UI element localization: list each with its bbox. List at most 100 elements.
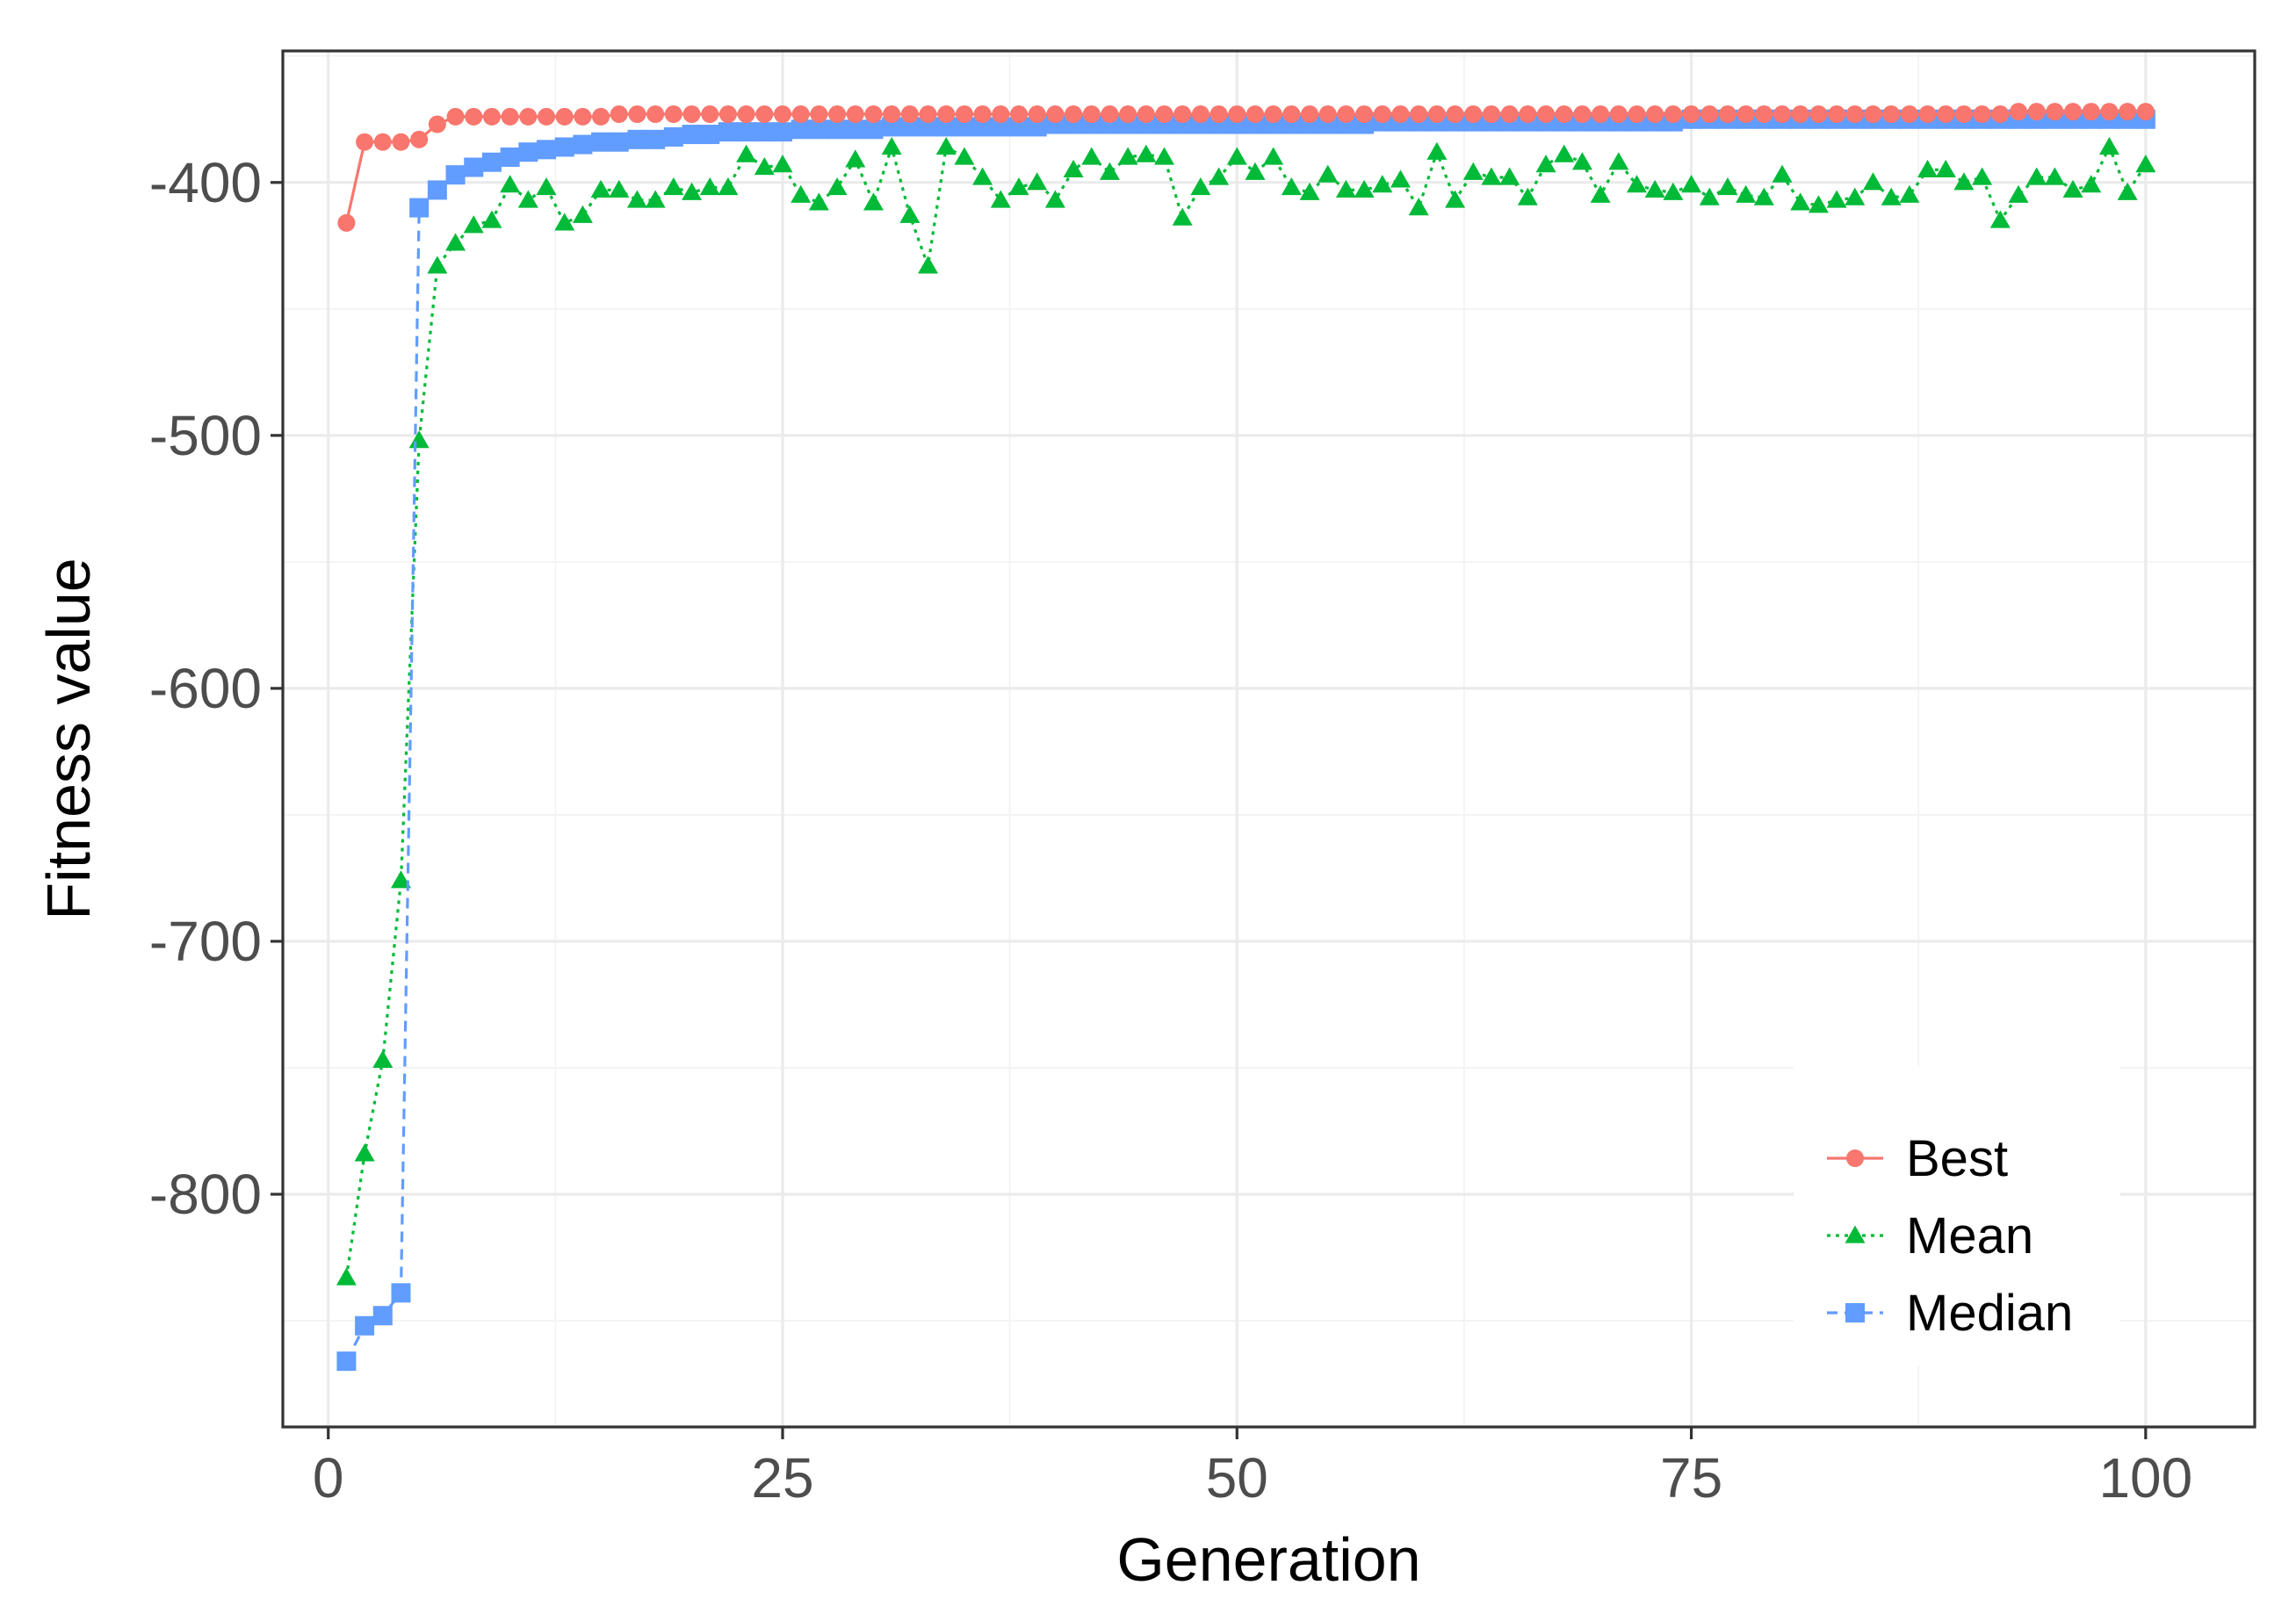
data-point-best bbox=[2064, 103, 2083, 121]
series-line-best bbox=[344, 110, 2146, 224]
data-point-mean bbox=[2026, 167, 2047, 185]
data-point-mean bbox=[1753, 187, 1774, 205]
data-point-mean bbox=[372, 1049, 393, 1068]
data-point-best bbox=[755, 105, 774, 124]
data-point-mean bbox=[990, 190, 1011, 208]
data-point-best bbox=[1937, 105, 1955, 124]
data-point-median bbox=[899, 117, 920, 137]
data-point-best bbox=[919, 105, 937, 124]
data-point-median bbox=[918, 117, 938, 137]
data-point-median bbox=[936, 117, 957, 137]
data-point-mean bbox=[918, 256, 939, 274]
data-point-median bbox=[954, 117, 974, 137]
data-point-mean bbox=[1445, 190, 1466, 208]
data-point-mean bbox=[718, 177, 739, 196]
data-point-mean bbox=[1390, 169, 1412, 188]
data-point-best bbox=[1991, 105, 2010, 124]
data-point-mean bbox=[1008, 177, 1029, 196]
data-point-median bbox=[791, 119, 811, 140]
data-point-mean bbox=[1663, 182, 1684, 200]
data-point-best bbox=[538, 107, 556, 126]
x-tick-label: 25 bbox=[751, 1446, 813, 1510]
data-point-mean bbox=[935, 136, 957, 155]
data-point-best bbox=[900, 105, 919, 124]
data-point-mean bbox=[1644, 179, 1665, 198]
data-point-best bbox=[1809, 105, 1828, 124]
data-point-mean bbox=[754, 157, 775, 176]
data-point-best bbox=[519, 107, 538, 126]
y-tick-label: -500 bbox=[149, 404, 262, 467]
data-point-median bbox=[464, 157, 484, 177]
data-point-mean bbox=[1044, 190, 1065, 208]
data-point-best bbox=[1427, 105, 1446, 124]
data-point-best bbox=[1410, 105, 1428, 124]
data-point-median bbox=[1008, 117, 1029, 137]
data-point-best bbox=[718, 105, 737, 124]
data-point-best bbox=[701, 105, 719, 124]
data-point-median bbox=[500, 147, 520, 167]
data-point-best bbox=[1282, 105, 1301, 124]
x-axis-tick-labels: 0 25 50 75 100 bbox=[313, 1446, 2192, 1510]
legend-label-mean: Mean bbox=[1906, 1207, 2033, 1265]
data-point-best bbox=[737, 105, 755, 124]
data-point-mean bbox=[2062, 179, 2083, 198]
data-point-best bbox=[592, 107, 610, 126]
data-point-mean bbox=[517, 190, 538, 208]
data-point-mean bbox=[1626, 175, 1647, 193]
data-point-best bbox=[1337, 105, 1355, 124]
series-layer bbox=[336, 103, 2156, 1372]
major-gridlines bbox=[283, 51, 2255, 1427]
data-point-median bbox=[372, 1306, 393, 1326]
data-point-mean bbox=[1499, 167, 1520, 185]
data-point-mean bbox=[590, 179, 611, 198]
data-point-mean bbox=[1099, 162, 1120, 180]
legend-key-marker-best bbox=[1846, 1149, 1864, 1167]
data-point-mean bbox=[736, 144, 757, 162]
data-point-best bbox=[446, 107, 465, 126]
data-point-mean bbox=[1245, 162, 1266, 180]
data-point-best bbox=[1864, 105, 1882, 124]
data-point-median bbox=[427, 180, 447, 200]
legend-label-median: Median bbox=[1906, 1285, 2073, 1342]
data-point-mean bbox=[682, 182, 703, 200]
axis-ticks bbox=[271, 181, 2148, 1439]
data-point-mean bbox=[1535, 155, 1556, 173]
data-point-mean bbox=[463, 215, 484, 234]
data-point-mean bbox=[2098, 136, 2119, 155]
data-point-mean bbox=[845, 149, 866, 168]
data-point-best bbox=[1464, 105, 1483, 124]
y-tick-label: -400 bbox=[149, 151, 262, 214]
data-point-median bbox=[627, 129, 647, 149]
data-point-median bbox=[554, 137, 574, 157]
data-point-median bbox=[663, 126, 683, 147]
data-point-best bbox=[883, 105, 901, 124]
x-axis-title: Generation bbox=[1116, 1525, 1420, 1594]
data-point-best bbox=[1682, 105, 1700, 124]
data-point-mean bbox=[500, 175, 521, 193]
data-point-mean bbox=[554, 213, 575, 231]
data-point-mean bbox=[1935, 159, 1956, 178]
x-tick-label: 75 bbox=[1660, 1446, 1722, 1510]
data-point-best bbox=[1973, 105, 1991, 124]
data-point-best bbox=[2027, 103, 2046, 121]
series-mean bbox=[336, 136, 2156, 1286]
y-tick-label: -800 bbox=[149, 1163, 262, 1226]
data-point-mean bbox=[1281, 177, 1302, 196]
data-point-mean bbox=[827, 177, 848, 196]
data-point-mean bbox=[1681, 175, 1702, 193]
data-point-best bbox=[1191, 105, 1209, 124]
data-point-mean bbox=[1881, 187, 1902, 205]
data-point-mean bbox=[1481, 167, 1502, 185]
data-point-mean bbox=[1408, 198, 1429, 216]
data-point-best bbox=[1028, 105, 1046, 124]
data-point-mean bbox=[1462, 162, 1484, 180]
data-point-best bbox=[828, 105, 847, 124]
data-point-median bbox=[736, 122, 756, 142]
data-point-mean bbox=[626, 190, 647, 208]
data-point-best bbox=[646, 105, 665, 124]
data-point-mean bbox=[1790, 192, 1811, 211]
data-point-median bbox=[991, 117, 1011, 137]
data-point-median bbox=[646, 129, 666, 149]
data-point-best bbox=[1082, 105, 1101, 124]
data-point-best bbox=[1555, 105, 1573, 124]
